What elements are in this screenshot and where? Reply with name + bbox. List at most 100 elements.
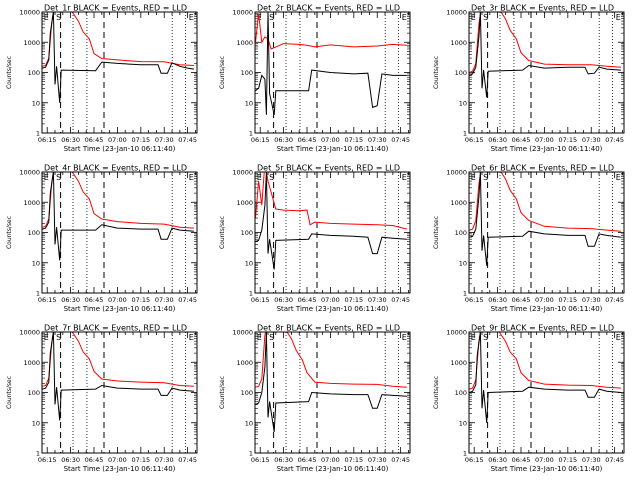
event-marker-label: E xyxy=(257,173,262,182)
y-tick-label: 10000 xyxy=(19,169,40,177)
y-tick-label: 10 xyxy=(459,259,467,267)
event-marker-label: E xyxy=(257,333,262,342)
x-tick-label: 06:15 xyxy=(38,296,57,304)
series-line-lld xyxy=(42,172,194,229)
x-axis-label: Start Time (23-Jan-10 06:11:40) xyxy=(277,305,389,313)
x-tick-label: 06:15 xyxy=(465,456,484,464)
y-tick-label: 10000 xyxy=(232,329,253,337)
y-tick-label: 1000 xyxy=(23,39,40,47)
event-marker-label: E xyxy=(471,13,476,22)
chart-panel-3: Det_3r BLACK = Events, RED = LLD Counts/s… xyxy=(433,4,625,153)
x-tick-label: 06:30 xyxy=(61,136,80,144)
plot-frame xyxy=(468,171,625,294)
y-tick-label: 1 xyxy=(249,130,253,138)
y-axis-label: Counts/sec xyxy=(433,216,440,249)
x-tick-label: 07:45 xyxy=(178,456,197,464)
chart-title: Det_1r BLACK = Events, RED = LLD xyxy=(44,4,187,13)
chart-title: Det_2r BLACK = Events, RED = LLD xyxy=(257,4,400,13)
event-marker-label: S xyxy=(56,173,61,182)
x-tick-label: 06:45 xyxy=(85,296,104,304)
event-marker-label: S xyxy=(269,173,274,182)
y-tick-label: 10 xyxy=(245,259,253,267)
chart-panel-2: Det_2r BLACK = Events, RED = LLD Counts/s… xyxy=(219,4,411,153)
event-marker-label: E xyxy=(471,173,476,182)
x-tick-label: 07:00 xyxy=(321,136,340,144)
y-axis-label: Counts/sec xyxy=(219,56,226,89)
y-tick-label: 1000 xyxy=(236,359,253,367)
y-tick-label: 1 xyxy=(249,450,253,458)
y-tick-label: 10 xyxy=(245,419,253,427)
y-tick-label: 1 xyxy=(249,290,253,298)
x-tick-label: 06:45 xyxy=(298,296,317,304)
y-tick-label: 1 xyxy=(36,450,40,458)
event-marker-label: E xyxy=(616,173,621,182)
event-marker-label: E xyxy=(44,333,49,342)
x-axis-label: Start Time (23-Jan-10 06:11:40) xyxy=(491,145,603,153)
x-tick-label: 07:30 xyxy=(368,296,387,304)
chart-title: Det_9r BLACK = Events, RED = LLD xyxy=(471,324,614,333)
x-tick-label: 07:30 xyxy=(368,456,387,464)
y-tick-label: 10 xyxy=(459,419,467,427)
series-line-events xyxy=(469,172,621,266)
chart-panel-9: Det_9r BLACK = Events, RED = LLD Counts/s… xyxy=(433,324,625,473)
x-tick-label: 07:00 xyxy=(535,456,554,464)
y-tick-label: 1000 xyxy=(23,359,40,367)
x-tick-label: 06:15 xyxy=(251,296,270,304)
event-marker-label: E xyxy=(189,173,194,182)
x-tick-label: 07:30 xyxy=(582,296,601,304)
y-tick-label: 10 xyxy=(32,99,40,107)
y-tick-label: 10000 xyxy=(446,329,467,337)
x-tick-label: 06:45 xyxy=(298,136,317,144)
chart-title: Det_3r BLACK = Events, RED = LLD xyxy=(471,4,614,13)
plot-frame xyxy=(468,331,625,454)
series-line-lld xyxy=(469,332,621,390)
x-tick-label: 07:45 xyxy=(178,296,197,304)
y-tick-label: 100 xyxy=(241,389,253,397)
x-tick-label: 07:45 xyxy=(605,136,624,144)
y-tick-label: 1 xyxy=(463,130,467,138)
chart-title: Det_8r BLACK = Events, RED = LLD xyxy=(257,324,400,333)
plot-frame xyxy=(468,11,625,134)
y-tick-label: 100 xyxy=(28,389,40,397)
chart-panel-6: Det_6r BLACK = Events, RED = LLD Counts/s… xyxy=(433,164,625,313)
x-tick-label: 06:45 xyxy=(85,456,104,464)
event-marker-label: S xyxy=(483,13,488,22)
series-line-events xyxy=(469,12,621,98)
x-tick-label: 06:30 xyxy=(274,296,293,304)
y-tick-label: 10000 xyxy=(19,9,40,17)
x-tick-label: 06:15 xyxy=(465,136,484,144)
series-line-lld xyxy=(469,172,621,232)
y-tick-label: 10 xyxy=(245,99,253,107)
x-tick-label: 06:30 xyxy=(488,136,507,144)
chart-panel-8: Det_8r BLACK = Events, RED = LLD Counts/s… xyxy=(219,324,411,473)
x-tick-label: 07:00 xyxy=(535,296,554,304)
chart-title: Det_5r BLACK = Events, RED = LLD xyxy=(257,164,400,173)
event-marker-label: E xyxy=(402,333,407,342)
x-tick-label: 07:45 xyxy=(178,136,197,144)
chart-title: Det_7r BLACK = Events, RED = LLD xyxy=(44,324,187,333)
series-line-lld xyxy=(469,12,621,73)
y-tick-label: 100 xyxy=(455,69,467,77)
y-tick-label: 100 xyxy=(28,69,40,77)
x-axis-label: Start Time (23-Jan-10 06:11:40) xyxy=(64,145,176,153)
y-axis-label: Counts/sec xyxy=(6,376,13,409)
y-tick-label: 1000 xyxy=(450,39,467,47)
x-tick-label: 06:30 xyxy=(274,136,293,144)
y-tick-label: 1 xyxy=(36,130,40,138)
x-tick-label: 07:15 xyxy=(558,296,577,304)
event-marker-label: E xyxy=(44,173,49,182)
series-line-events xyxy=(255,172,407,270)
x-tick-label: 06:30 xyxy=(488,296,507,304)
chart-panel-5: Det_5r BLACK = Events, RED = LLD Counts/s… xyxy=(219,164,411,313)
x-tick-label: 07:45 xyxy=(605,296,624,304)
series-line-events xyxy=(469,332,621,423)
x-tick-label: 07:30 xyxy=(155,136,174,144)
y-tick-label: 1 xyxy=(36,290,40,298)
series-line-events xyxy=(255,332,407,432)
y-tick-label: 10000 xyxy=(232,169,253,177)
event-marker-label: S xyxy=(483,333,488,342)
event-marker-label: E xyxy=(402,173,407,182)
event-marker-label: E xyxy=(189,333,194,342)
x-tick-label: 06:45 xyxy=(298,456,317,464)
plot-frame xyxy=(41,11,198,134)
